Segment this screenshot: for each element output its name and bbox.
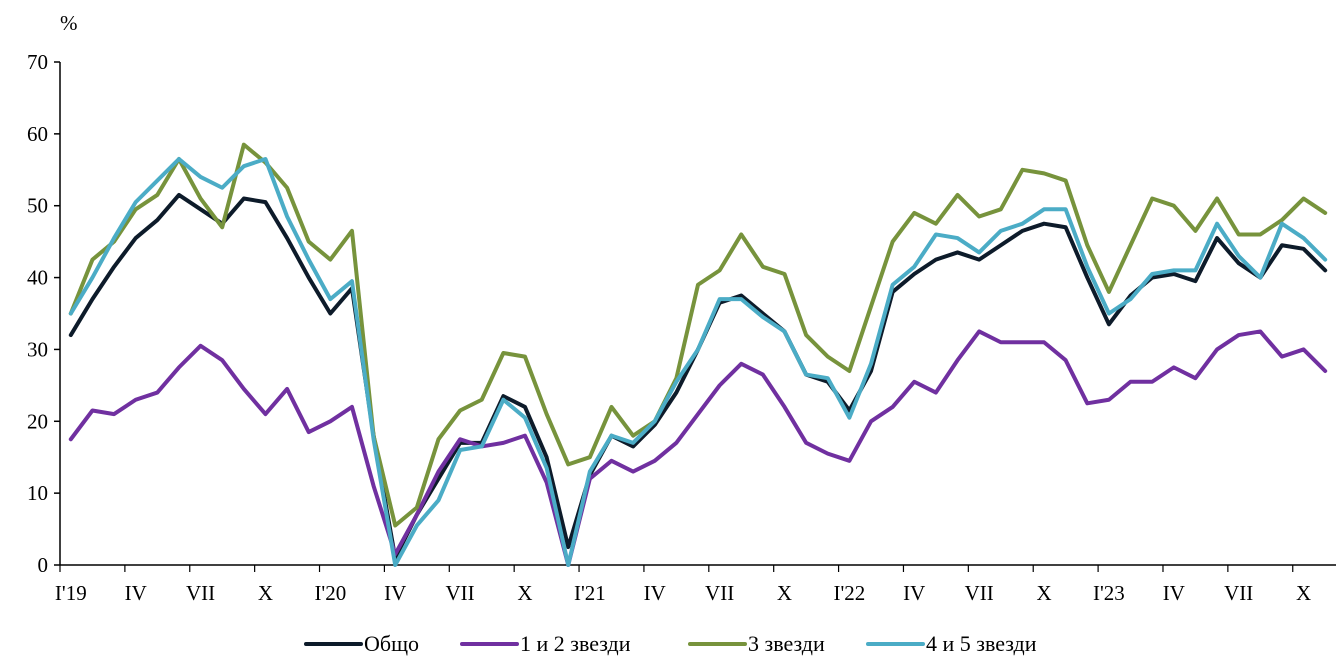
x-tick-label: IV — [1163, 581, 1185, 605]
x-tick-label: I'21 — [574, 581, 606, 605]
legend-label-1: 1 и 2 звезди — [520, 631, 631, 656]
x-tick-label: X — [1296, 581, 1311, 605]
y-tick-label: 50 — [27, 194, 48, 218]
x-tick-label: VII — [446, 581, 475, 605]
x-tick-label: VII — [965, 581, 994, 605]
x-tick-label: IV — [644, 581, 666, 605]
y-axis: 0 10 20 30 40 50 60 70 — [27, 50, 61, 577]
x-tick-label: I'20 — [314, 581, 346, 605]
x-tick-label: IV — [125, 581, 147, 605]
x-tick-label: VII — [186, 581, 215, 605]
legend-label-3: 4 и 5 звезди — [926, 631, 1037, 656]
x-tick-label: I'19 — [55, 581, 87, 605]
y-tick-label: 70 — [27, 50, 48, 74]
y-tick-label: 10 — [27, 481, 48, 505]
series-line-2 — [68, 142, 1328, 528]
x-tick-label: VII — [1224, 581, 1253, 605]
legend: Общо 1 и 2 звезди 3 звезди 4 и 5 звезди — [304, 631, 1037, 656]
x-tick-label: IV — [384, 581, 406, 605]
legend-label-2: 3 звезди — [748, 631, 825, 656]
series-lines — [68, 142, 1328, 567]
x-tick-label: I'22 — [833, 581, 865, 605]
x-tick-label: IV — [903, 581, 925, 605]
series-line-3 — [68, 157, 1328, 567]
x-tick-label: VII — [705, 581, 734, 605]
x-axis: I'19 IV VII X I'20 IV VII X I'21 IV VII X I'22 IV VII X… — [55, 564, 1336, 605]
series-line-0 — [68, 192, 1328, 560]
series-line-1 — [68, 329, 1328, 567]
y-tick-label: 30 — [27, 337, 48, 361]
y-tick-label: 40 — [27, 266, 48, 290]
x-tick-label: X — [517, 581, 532, 605]
x-tick-label: X — [777, 581, 792, 605]
legend-label-0: Общо — [364, 631, 419, 656]
y-tick-label: 20 — [27, 409, 48, 433]
y-unit-label: % — [60, 11, 78, 35]
x-tick-label: X — [1036, 581, 1051, 605]
x-tick-label: X — [258, 581, 273, 605]
x-tick-label: I'23 — [1093, 581, 1125, 605]
y-tick-label: 0 — [38, 553, 49, 577]
y-tick-label: 60 — [27, 122, 48, 146]
